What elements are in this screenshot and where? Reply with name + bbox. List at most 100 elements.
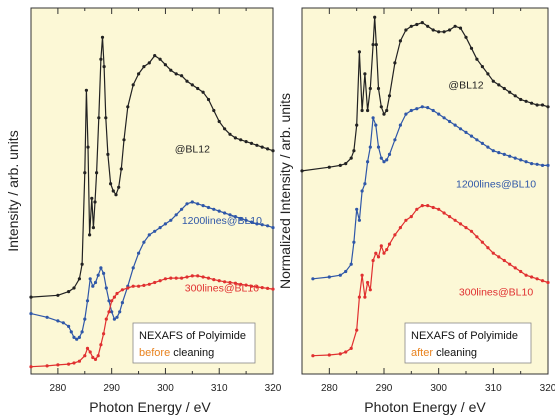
series-label: @BL12 — [448, 80, 483, 92]
data-point — [420, 105, 424, 109]
data-point — [497, 151, 501, 155]
data-point — [244, 218, 248, 222]
data-point — [475, 138, 479, 142]
data-point — [371, 258, 375, 263]
data-point — [212, 207, 216, 211]
data-point — [344, 162, 348, 166]
data-point — [233, 136, 237, 140]
data-point — [453, 218, 457, 222]
annotation-highlight: after — [411, 347, 433, 359]
data-point — [357, 50, 361, 54]
plot-area — [301, 7, 549, 375]
data-point — [85, 346, 90, 350]
data-point — [61, 321, 65, 325]
data-point — [363, 295, 367, 299]
data-point — [91, 284, 95, 288]
data-point — [374, 251, 378, 255]
data-point — [131, 266, 135, 270]
data-point — [349, 346, 353, 350]
data-point — [109, 182, 113, 186]
data-point — [67, 290, 71, 294]
data-point — [72, 361, 76, 365]
data-point — [29, 312, 33, 316]
data-point — [75, 337, 79, 341]
data-point — [196, 202, 200, 206]
data-point — [376, 145, 381, 149]
data-point — [464, 226, 468, 230]
data-point — [228, 280, 232, 285]
data-point — [223, 127, 227, 131]
data-point — [371, 116, 375, 120]
annotation-box — [132, 322, 256, 364]
data-point — [115, 315, 119, 319]
data-point — [464, 130, 468, 134]
series-label: 300lines@BL10 — [459, 286, 533, 298]
data-point — [535, 162, 539, 166]
data-point — [404, 218, 408, 222]
x-tick-label: 300 — [430, 383, 447, 394]
data-point — [344, 350, 348, 354]
data-point — [363, 182, 367, 186]
data-point — [217, 119, 221, 124]
data-point — [513, 266, 517, 270]
data-point — [266, 286, 270, 290]
data-point — [137, 72, 141, 76]
data-point — [212, 278, 216, 282]
data-point — [431, 205, 435, 210]
data-point — [244, 140, 248, 144]
x-tick-label: 280 — [321, 383, 338, 394]
data-point — [393, 233, 397, 237]
data-point — [158, 279, 162, 283]
data-point — [147, 61, 151, 65]
data-point — [415, 207, 419, 211]
data-point — [88, 233, 92, 237]
chart-panel-2: 280 290 300 310 320 @BL12 1200lines@BL10 300lin… — [277, 7, 555, 415]
data-point — [497, 255, 501, 259]
data-point — [93, 357, 98, 361]
data-point — [458, 26, 463, 30]
data-point — [102, 332, 106, 336]
data-point — [112, 317, 116, 321]
data-point — [355, 328, 359, 332]
data-point — [88, 350, 92, 354]
data-point — [519, 269, 523, 274]
data-point — [387, 152, 392, 156]
data-point — [85, 299, 90, 303]
data-point — [126, 105, 130, 109]
data-point — [393, 61, 397, 65]
data-point — [442, 30, 446, 34]
data-point — [458, 127, 463, 131]
data-point — [271, 287, 275, 291]
data-point — [349, 156, 353, 160]
data-point — [174, 72, 178, 76]
data-point — [508, 262, 512, 266]
data-point — [80, 330, 84, 334]
data-point — [360, 189, 364, 193]
data-point — [546, 280, 550, 285]
annotation-rest: cleaning — [170, 347, 214, 359]
data-point — [163, 277, 167, 281]
data-point — [96, 273, 100, 277]
data-point — [223, 280, 227, 284]
data-point — [249, 141, 254, 145]
data-point — [174, 276, 178, 280]
data-point — [475, 235, 479, 239]
x-tick-label: 290 — [376, 383, 393, 394]
data-point — [147, 233, 151, 237]
data-point — [513, 156, 517, 160]
data-point — [206, 276, 211, 280]
data-point — [169, 68, 173, 72]
data-point — [97, 116, 101, 120]
data-point — [56, 293, 60, 297]
data-point — [255, 222, 259, 226]
data-point — [373, 15, 377, 19]
data-point — [118, 310, 122, 314]
data-point — [212, 108, 216, 113]
data-point — [233, 215, 237, 219]
series-label: 1200lines@BL10 — [182, 215, 262, 227]
data-point — [217, 209, 221, 213]
data-point — [260, 286, 264, 290]
data-point — [249, 220, 254, 224]
annotation-line-1: NEXAFS of Polyimide — [139, 330, 246, 342]
data-point — [233, 281, 237, 285]
